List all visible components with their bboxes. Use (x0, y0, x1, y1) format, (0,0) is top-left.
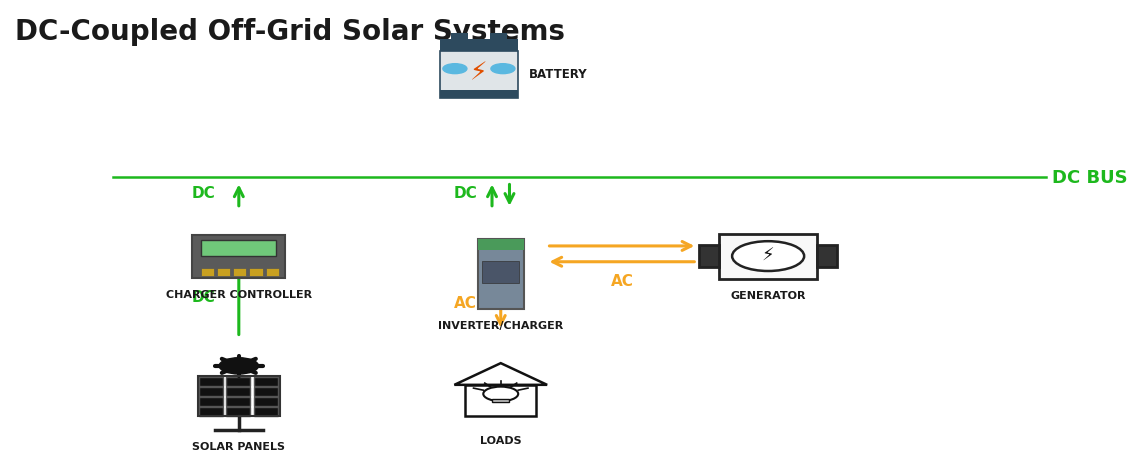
FancyBboxPatch shape (490, 34, 507, 43)
FancyBboxPatch shape (253, 377, 277, 386)
FancyBboxPatch shape (200, 397, 223, 406)
FancyBboxPatch shape (200, 387, 223, 396)
Text: DC-Coupled Off-Grid Solar Systems: DC-Coupled Off-Grid Solar Systems (15, 18, 565, 45)
Text: BATTERY: BATTERY (529, 67, 588, 80)
Text: CHARGER CONTROLLER: CHARGER CONTROLLER (165, 289, 312, 299)
FancyBboxPatch shape (492, 399, 510, 402)
FancyBboxPatch shape (253, 397, 277, 406)
FancyBboxPatch shape (478, 240, 523, 309)
FancyBboxPatch shape (482, 261, 520, 284)
FancyBboxPatch shape (226, 407, 251, 416)
FancyBboxPatch shape (440, 40, 519, 51)
Text: ⚡: ⚡ (762, 246, 774, 265)
FancyBboxPatch shape (450, 34, 469, 43)
Text: AC: AC (455, 295, 478, 310)
FancyBboxPatch shape (478, 240, 523, 251)
Circle shape (491, 65, 515, 74)
FancyBboxPatch shape (234, 268, 246, 276)
Text: ⚡: ⚡ (470, 61, 488, 84)
Text: AC: AC (610, 274, 634, 289)
FancyBboxPatch shape (201, 241, 277, 257)
FancyBboxPatch shape (200, 377, 223, 386)
FancyBboxPatch shape (201, 268, 214, 276)
FancyBboxPatch shape (266, 268, 278, 276)
Text: GENERATOR: GENERATOR (731, 291, 806, 300)
FancyBboxPatch shape (440, 91, 519, 99)
Text: DC BUS: DC BUS (1052, 169, 1127, 187)
FancyBboxPatch shape (253, 407, 277, 416)
FancyBboxPatch shape (250, 268, 262, 276)
Circle shape (443, 65, 467, 74)
Circle shape (732, 242, 804, 271)
FancyBboxPatch shape (193, 235, 285, 278)
FancyBboxPatch shape (226, 397, 251, 406)
Text: SOLAR PANELS: SOLAR PANELS (193, 441, 285, 451)
FancyBboxPatch shape (440, 51, 519, 99)
FancyBboxPatch shape (817, 245, 837, 268)
FancyBboxPatch shape (253, 387, 277, 396)
Circle shape (483, 387, 519, 401)
FancyBboxPatch shape (465, 385, 536, 416)
Circle shape (219, 358, 259, 374)
Text: INVERTER/CHARGER: INVERTER/CHARGER (438, 321, 563, 331)
Text: DC: DC (192, 290, 215, 305)
FancyBboxPatch shape (226, 387, 251, 396)
Text: DC: DC (454, 186, 478, 201)
FancyBboxPatch shape (218, 268, 230, 276)
FancyBboxPatch shape (200, 407, 223, 416)
FancyBboxPatch shape (719, 234, 817, 279)
Text: LOADS: LOADS (480, 435, 522, 444)
FancyBboxPatch shape (226, 377, 251, 386)
Polygon shape (455, 364, 547, 385)
FancyBboxPatch shape (699, 245, 719, 268)
Text: DC: DC (192, 186, 215, 201)
